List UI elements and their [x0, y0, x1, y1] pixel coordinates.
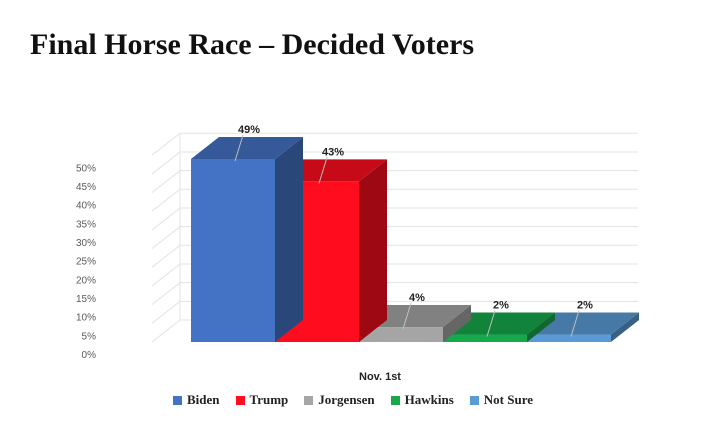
chart-plot: 0% 5% 10% 15% 20% 25% 30% 35% 40% 45% 50% 49% 43% 4%…: [76, 124, 639, 383]
data-label: 4%: [409, 292, 425, 304]
y-tick-label: 25%: [76, 257, 96, 268]
y-tick-label: 45%: [76, 182, 96, 193]
legend-swatch: [173, 395, 182, 405]
legend-item-jorgensen: Jorgensen: [304, 392, 375, 408]
y-tick-label: 30%: [76, 238, 96, 249]
gridline-side: [151, 226, 181, 250]
gridline-side: [151, 151, 181, 175]
gridline-side: [151, 207, 181, 231]
data-label-leader: [486, 310, 496, 337]
legend-label: Biden: [187, 392, 220, 407]
legend-label: Not Sure: [483, 392, 533, 407]
legend-swatch: [390, 395, 400, 405]
data-label-leader: [402, 302, 412, 330]
y-tick-label: 35%: [76, 219, 96, 230]
gridline-side: [151, 188, 181, 212]
data-label: 49%: [238, 124, 260, 136]
legend-label: Trump: [249, 392, 289, 407]
y-tick-label: 0%: [82, 350, 97, 361]
y-tick-label: 10%: [76, 313, 96, 324]
x-category-label: Nov. 1st: [359, 371, 401, 383]
chart-title: Final Horse Race – Decided Voters: [30, 28, 475, 61]
bar-biden: [191, 137, 303, 342]
legend-swatch: [469, 395, 479, 405]
legend-swatch: [235, 395, 245, 405]
data-label-leader: [570, 310, 580, 337]
data-label-leader: [234, 134, 244, 162]
y-axis-ticks: 0% 5% 10% 15% 20% 25% 30% 35% 40% 45% 50%: [76, 163, 96, 361]
data-label: 2%: [577, 300, 593, 312]
gridline-side: [151, 263, 181, 287]
data-label: 43%: [322, 146, 344, 158]
legend-label: Hawkins: [404, 392, 454, 407]
legend: Biden Trump Jorgensen Hawkins Not Sure: [0, 392, 706, 408]
y-tick-label: 50%: [76, 163, 96, 174]
bars: [191, 137, 639, 342]
legend-item-hawkins: Hawkins: [390, 392, 454, 408]
y-tick-label: 20%: [76, 275, 96, 286]
x-axis-categories: Nov. 1st: [359, 371, 401, 383]
gridline-side: [151, 300, 181, 324]
y-tick-label: 15%: [76, 294, 96, 305]
legend-swatch: [304, 395, 314, 405]
legend-item-trump: Trump: [235, 392, 289, 408]
y-tick-label: 5%: [82, 331, 97, 342]
gridline-side: [151, 132, 181, 156]
data-label: 2%: [493, 300, 509, 312]
gridline-side: [151, 282, 181, 306]
data-labels: 49% 43% 4% 2% 2%: [234, 124, 593, 337]
data-label-leader: [318, 157, 328, 184]
legend-label: Jorgensen: [318, 392, 375, 407]
legend-item-biden: Biden: [173, 392, 220, 408]
gridline-side: [151, 170, 181, 194]
legend-item-not-sure: Not Sure: [469, 392, 533, 408]
y-tick-label: 40%: [76, 201, 96, 212]
gridline-side: [151, 244, 181, 268]
gridline-side: [151, 319, 181, 343]
